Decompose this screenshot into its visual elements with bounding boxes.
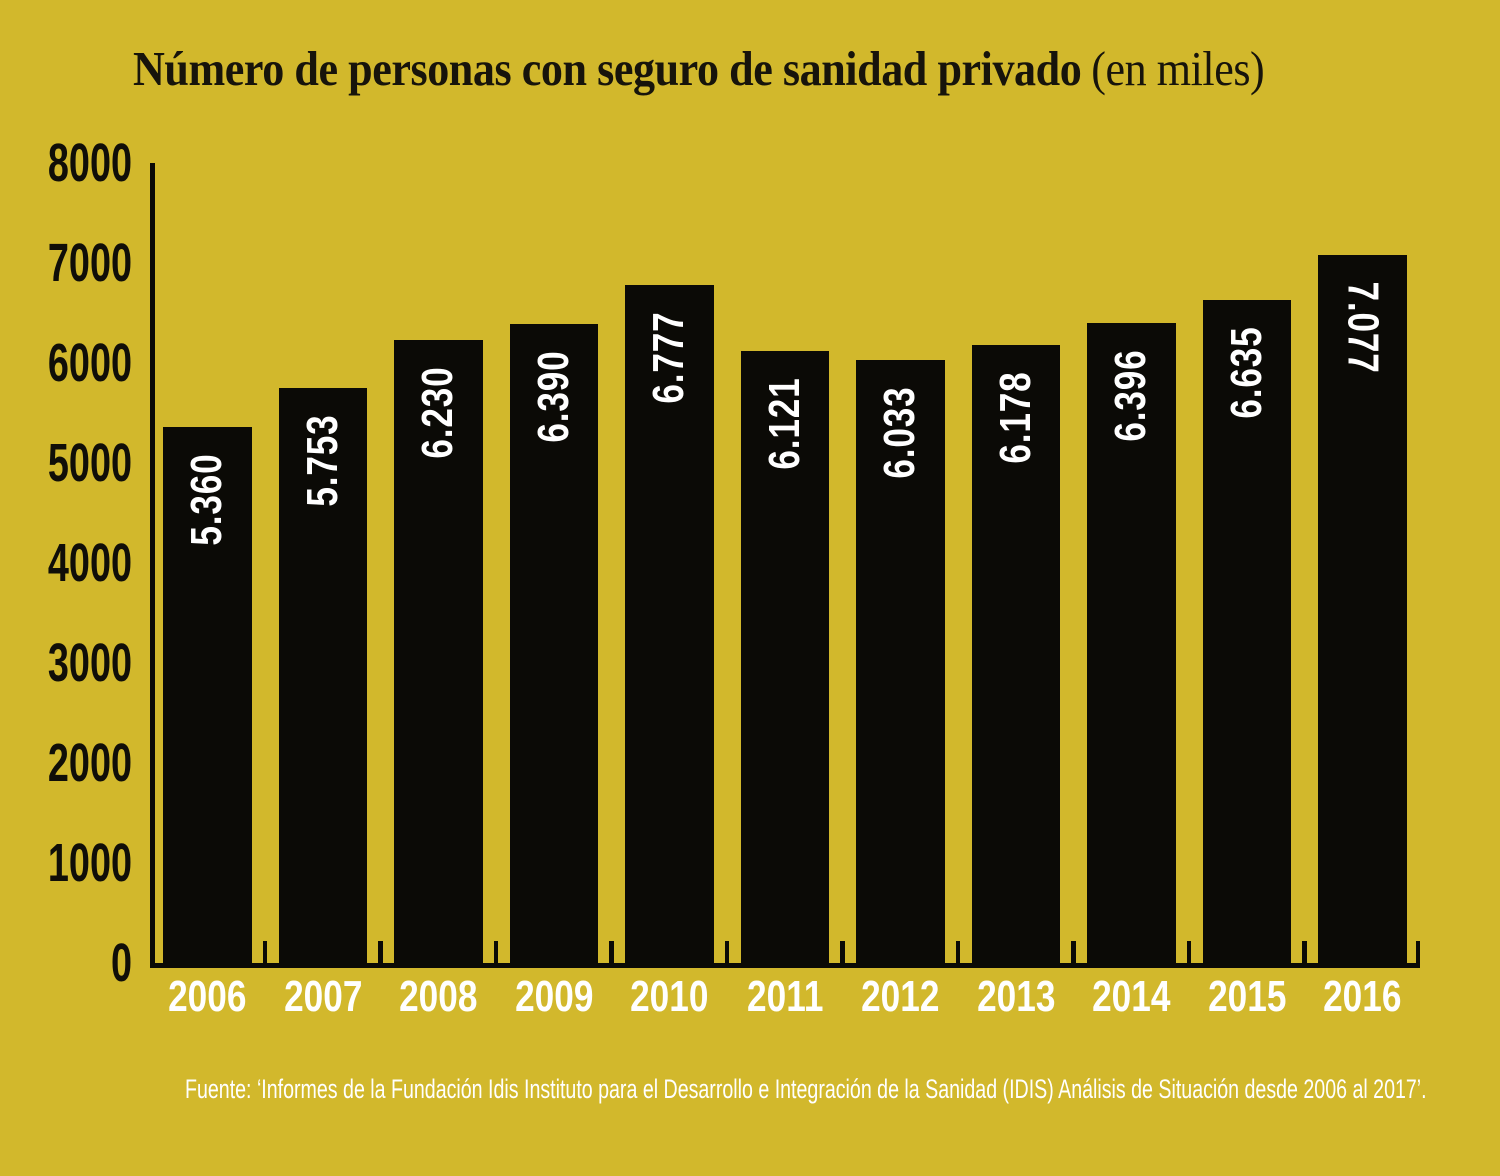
x-axis-tick — [262, 941, 268, 963]
y-axis-tick-label: 7000 — [47, 233, 132, 293]
bar-value-label: 5.360 — [182, 453, 232, 546]
x-axis-tick — [1302, 941, 1307, 963]
bar: 6.121 — [740, 350, 829, 963]
chart-title-main: Número de personas con seguro de sanidad… — [133, 41, 1082, 96]
bar-value-label: 6.033 — [875, 386, 925, 479]
x-axis-end-tick — [1415, 941, 1420, 963]
bar-value-label: 6.635 — [1221, 326, 1271, 419]
x-axis-year-label: 2011 — [746, 972, 823, 1021]
x-axis-year-label: 2010 — [630, 972, 709, 1021]
bar-value-label: 7.077 — [1338, 281, 1388, 374]
bar-value-label: 5.753 — [297, 414, 347, 507]
x-axis-tick — [493, 941, 499, 963]
x-axis-line — [150, 963, 1420, 968]
bar: 7.077 — [1318, 255, 1407, 963]
bar: 6.178 — [971, 345, 1060, 963]
bar: 5.753 — [278, 387, 367, 963]
x-axis-year-label: 2015 — [1207, 972, 1286, 1021]
y-axis-tick-label: 1000 — [47, 833, 132, 893]
y-axis-tick-label: 2000 — [47, 733, 132, 793]
x-axis-tick — [840, 941, 845, 963]
bar: 6.635 — [1202, 299, 1291, 963]
bar-value-label: 6.230 — [413, 366, 463, 459]
bar-value-label: 6.121 — [759, 377, 809, 470]
x-axis-year-label: 2007 — [283, 972, 362, 1021]
x-axis-year-label: 2013 — [976, 972, 1055, 1021]
x-axis-tick — [609, 941, 614, 963]
bar: 6.033 — [856, 359, 945, 963]
bar: 6.777 — [625, 285, 714, 963]
x-axis-tick — [1071, 941, 1076, 963]
bar-value-label: 6.396 — [1106, 349, 1156, 442]
y-axis-tick-label: 6000 — [47, 333, 132, 393]
chart-title-suffix: (en miles) — [1091, 41, 1265, 96]
y-axis-tick-label: 5000 — [47, 433, 132, 493]
bar: 6.396 — [1087, 323, 1176, 963]
bar-value-label: 6.390 — [528, 350, 578, 443]
x-axis-year-label: 2006 — [168, 972, 247, 1021]
x-axis-tick — [724, 941, 730, 963]
x-axis-year-label: 2014 — [1092, 972, 1171, 1021]
y-axis-tick-label: 3000 — [47, 633, 132, 693]
source-caption: Fuente: ‘Informes de la Fundación Idis I… — [185, 1074, 1427, 1104]
x-axis-tick — [1186, 941, 1192, 963]
y-axis-line — [150, 163, 155, 968]
x-axis-year-label: 2008 — [399, 972, 478, 1021]
bar-value-label: 6.178 — [990, 371, 1040, 464]
x-axis-year-label: 2009 — [514, 972, 593, 1021]
x-axis-year-label: 2016 — [1323, 972, 1402, 1021]
bar: 6.390 — [509, 324, 598, 963]
x-axis-year-label: 2012 — [861, 972, 940, 1021]
x-axis-tick — [378, 941, 383, 963]
bar: 6.230 — [394, 340, 483, 963]
y-axis-tick-label: 8000 — [47, 133, 132, 193]
x-axis-tick — [955, 941, 961, 963]
y-axis-tick-label: 0 — [110, 933, 132, 993]
bar-value-label: 6.777 — [644, 311, 694, 404]
chart-title: Número de personas con seguro de sanidad… — [133, 40, 1265, 97]
bar: 5.360 — [163, 427, 252, 963]
y-axis-tick-label: 4000 — [47, 533, 132, 593]
